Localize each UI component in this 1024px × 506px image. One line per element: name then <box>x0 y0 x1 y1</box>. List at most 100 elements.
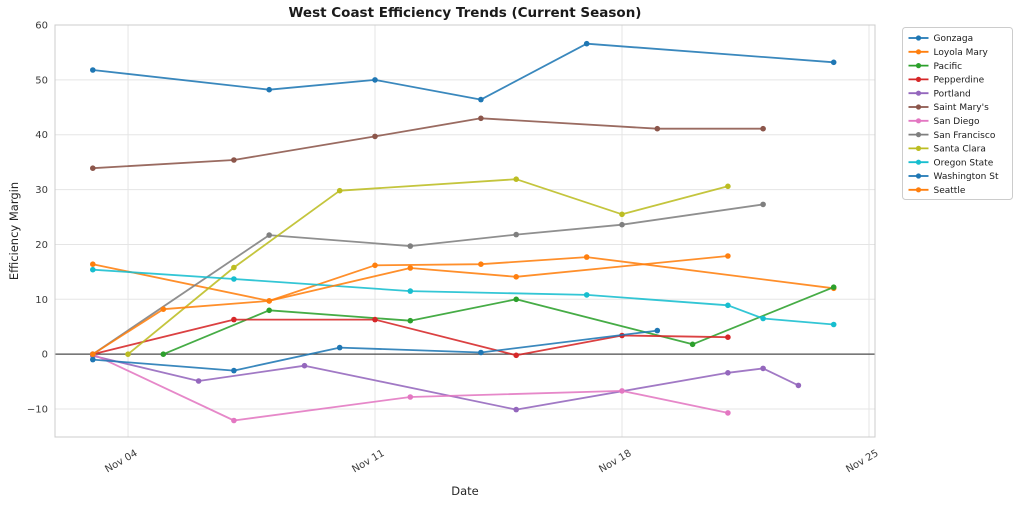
series-line-pepperdine <box>92 318 728 357</box>
data-point-oregon-state <box>760 315 766 322</box>
data-point-gonzaga <box>583 40 590 47</box>
data-point-gonzaga <box>90 67 96 73</box>
series-line-gonzaga <box>92 42 834 101</box>
data-point-santa-clara <box>619 211 625 218</box>
data-point-oregon-state <box>90 266 96 273</box>
data-point-saint-mary-s <box>90 165 96 171</box>
legend-item-pacific: Pacific <box>908 62 963 72</box>
series-line-saint-mary-s <box>92 117 764 170</box>
y-tick-label: 40 <box>35 130 48 141</box>
legend: Gonzaga Loyola Mary Pacific Pepperdine Portl… <box>902 27 1013 200</box>
data-point-pacific <box>830 284 837 291</box>
tick-layer: −10 0 10 20 30 40 50 60 Nov 04 Nov 11 Nov 18 Nov 25 <box>27 21 881 476</box>
data-point-washington-st <box>336 344 343 351</box>
data-point-portland <box>760 365 766 372</box>
legend-item-label: Gonzaga <box>934 34 974 44</box>
data-point-portland <box>195 378 202 384</box>
data-point-pacific <box>266 307 273 314</box>
data-point-saint-mary-s <box>231 157 237 163</box>
data-point-seattle <box>407 265 414 271</box>
data-point-seattle <box>160 306 167 313</box>
legend-item-label: Santa Clara <box>934 145 986 155</box>
data-point-saint-mary-s <box>654 125 661 132</box>
data-point-oregon-state <box>725 302 731 309</box>
legend-box <box>902 27 1013 200</box>
data-point-loyola-mary <box>372 262 378 269</box>
data-point-seattle <box>513 274 519 280</box>
data-point-portland <box>795 382 802 389</box>
legend-marker-dot <box>915 49 922 55</box>
series-line-santa-clara <box>127 178 729 355</box>
data-point-san-francisco <box>407 243 414 249</box>
y-tick-label: 10 <box>35 295 48 306</box>
legend-marker-dot <box>915 35 922 41</box>
data-point-loyola-mary <box>478 261 484 268</box>
data-point-santa-clara <box>231 264 237 271</box>
x-tick-label: Nov 25 <box>844 448 880 475</box>
data-point-oregon-state <box>583 292 590 298</box>
legend-marker-dot <box>915 76 922 82</box>
series-line-loyola-mary <box>92 256 834 302</box>
data-point-seattle <box>90 351 96 358</box>
y-tick-label: 30 <box>35 185 48 196</box>
data-point-san-diego <box>231 417 237 424</box>
legend-marker-dot <box>915 173 922 179</box>
series-line-pacific <box>162 286 835 356</box>
data-point-san-francisco <box>266 232 273 238</box>
series-layer <box>90 40 837 424</box>
grid-layer <box>54 24 876 438</box>
legend-item-label: Oregon State <box>934 158 994 168</box>
y-tick-label: 20 <box>35 240 48 251</box>
legend-item-saint-mary-s: Saint Mary's <box>908 103 990 113</box>
data-point-washington-st <box>478 349 484 356</box>
data-point-san-diego <box>619 388 625 394</box>
data-point-santa-clara <box>513 176 519 182</box>
data-point-pacific <box>513 296 519 303</box>
data-point-oregon-state <box>231 276 237 282</box>
data-point-portland <box>513 406 519 413</box>
legend-marker-dot <box>915 145 922 151</box>
data-point-gonzaga <box>478 96 484 103</box>
data-point-washington-st <box>231 367 237 374</box>
legend-item-label: Washington St <box>934 172 999 182</box>
y-tick-label: 60 <box>35 21 48 32</box>
data-point-loyola-mary <box>583 254 590 260</box>
y-tick-label: −10 <box>27 405 48 416</box>
data-point-saint-mary-s <box>372 133 378 140</box>
legend-item-label: Loyola Mary <box>934 48 989 58</box>
legend-marker-dot <box>915 118 922 124</box>
x-tick-label: Nov 11 <box>350 448 386 475</box>
series-line-oregon-state <box>92 268 834 326</box>
data-point-gonzaga <box>830 59 837 66</box>
data-point-portland <box>301 362 308 369</box>
data-point-seattle <box>725 253 731 259</box>
legend-marker-dot <box>915 63 922 69</box>
legend-item-washington-st: Washington St <box>908 172 999 182</box>
legend-item-label: Pacific <box>934 62 963 72</box>
data-point-oregon-state <box>407 288 414 294</box>
data-point-pacific <box>407 317 414 324</box>
legend-marker-dot <box>915 104 922 110</box>
legend-item-label: Pepperdine <box>934 76 985 86</box>
data-point-san-francisco <box>619 221 625 228</box>
legend-item-label: Saint Mary's <box>934 103 990 113</box>
data-point-santa-clara <box>336 187 343 194</box>
data-point-gonzaga <box>266 86 273 93</box>
legend-marker-dot <box>915 132 922 138</box>
legend-item-label: San Francisco <box>934 131 996 141</box>
legend-item-san-francisco: San Francisco <box>908 131 996 141</box>
x-tick-label: Nov 04 <box>103 448 139 475</box>
legend-item-pepperdine: Pepperdine <box>908 76 985 86</box>
y-tick-label: 50 <box>35 75 48 86</box>
data-point-gonzaga <box>372 77 378 83</box>
y-tick-label: 0 <box>42 350 48 361</box>
x-tick-label: Nov 18 <box>597 448 633 475</box>
data-point-saint-mary-s <box>478 115 484 122</box>
y-axis-label: Efficiency Margin <box>7 182 21 280</box>
series-line-seattle <box>92 255 728 355</box>
data-point-washington-st <box>90 356 96 363</box>
data-point-pacific <box>689 341 696 348</box>
legend-item-label: Portland <box>934 89 971 99</box>
